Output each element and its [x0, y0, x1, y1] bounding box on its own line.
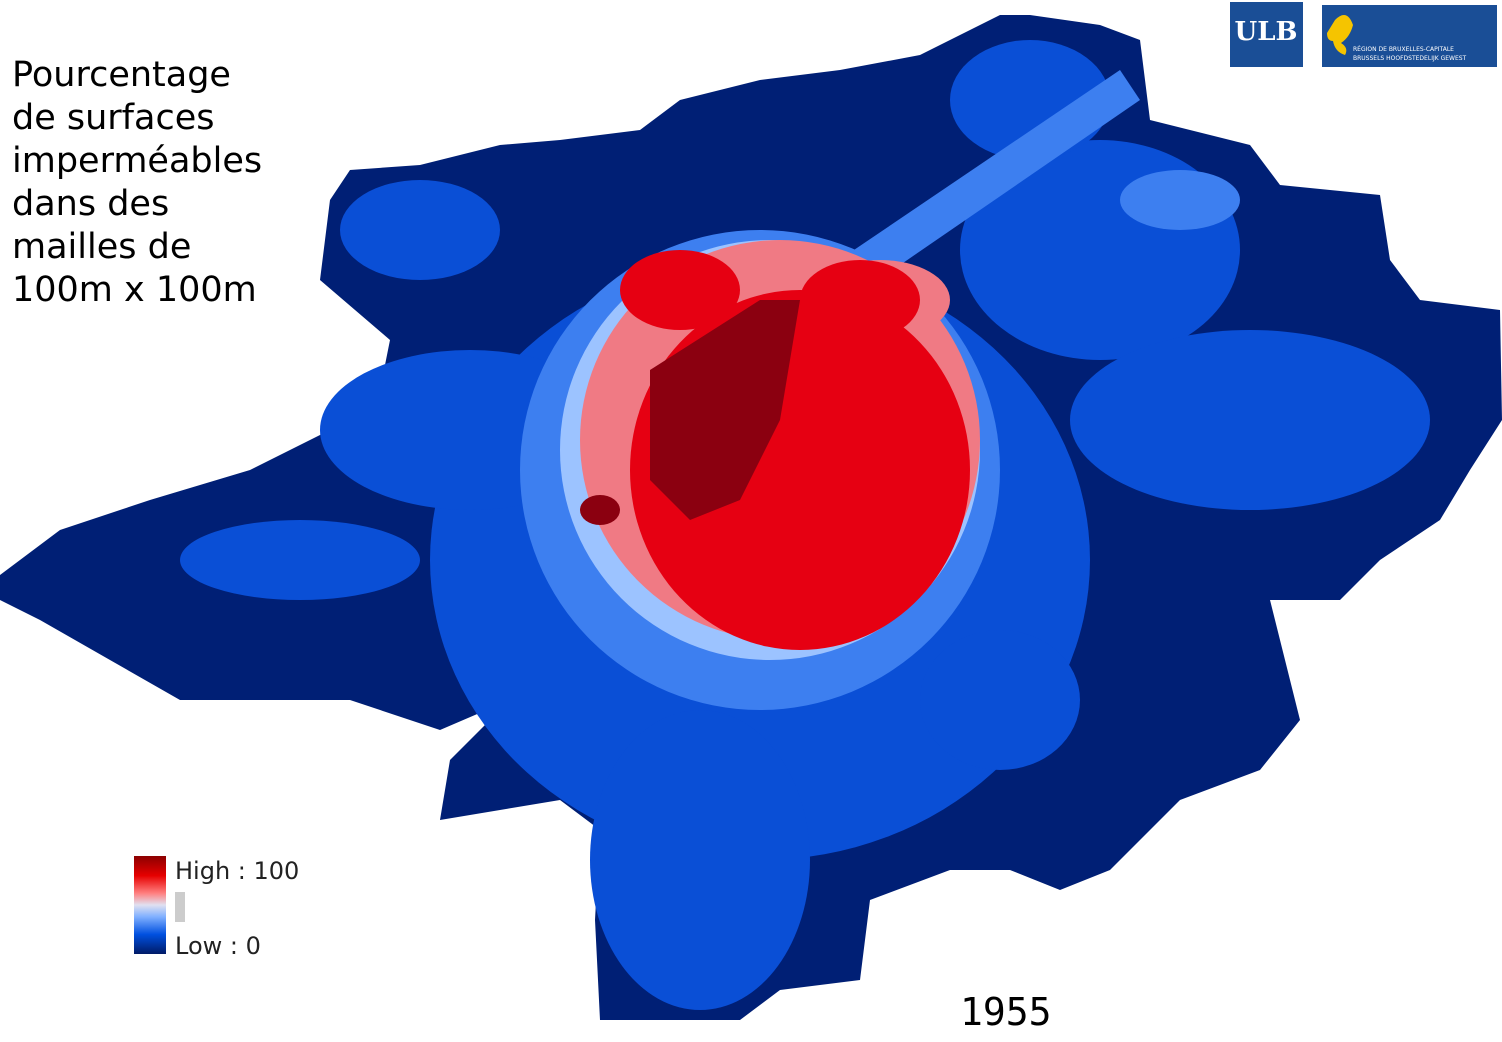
logos: ULB RÉGION DE BRUXELLES-CAPITALE BRUSSEL…: [1230, 2, 1497, 67]
legend-low: Low : 0: [175, 932, 261, 960]
title-line: imperméables: [12, 141, 262, 181]
legend-ramp: [134, 856, 166, 954]
year-label: 1955: [960, 990, 1052, 1034]
region-fr: RÉGION DE BRUXELLES-CAPITALE: [1353, 45, 1454, 53]
max-density: [580, 300, 800, 525]
region-logo: [1322, 5, 1497, 67]
legend-ellipsis: [175, 892, 185, 922]
legend-high: High : 100: [175, 857, 299, 885]
region-map: [0, 15, 1502, 1020]
ulb-logo: [1230, 2, 1303, 67]
title-line: Pourcentage: [12, 55, 231, 95]
title-line: 100m x 100m: [12, 270, 257, 310]
title-line: dans des: [12, 184, 169, 224]
legend: High : 100 Low : 0: [134, 856, 299, 960]
title: Pourcentage de surfaces imperméables dan…: [12, 55, 262, 310]
ulb-text: ULB: [1235, 17, 1298, 47]
title-line: mailles de: [12, 227, 191, 267]
region-nl: BRUSSELS HOOFDSTEDELIJK GEWEST: [1353, 55, 1467, 62]
iris-icon: [1327, 15, 1353, 55]
title-line: de surfaces: [12, 98, 214, 138]
